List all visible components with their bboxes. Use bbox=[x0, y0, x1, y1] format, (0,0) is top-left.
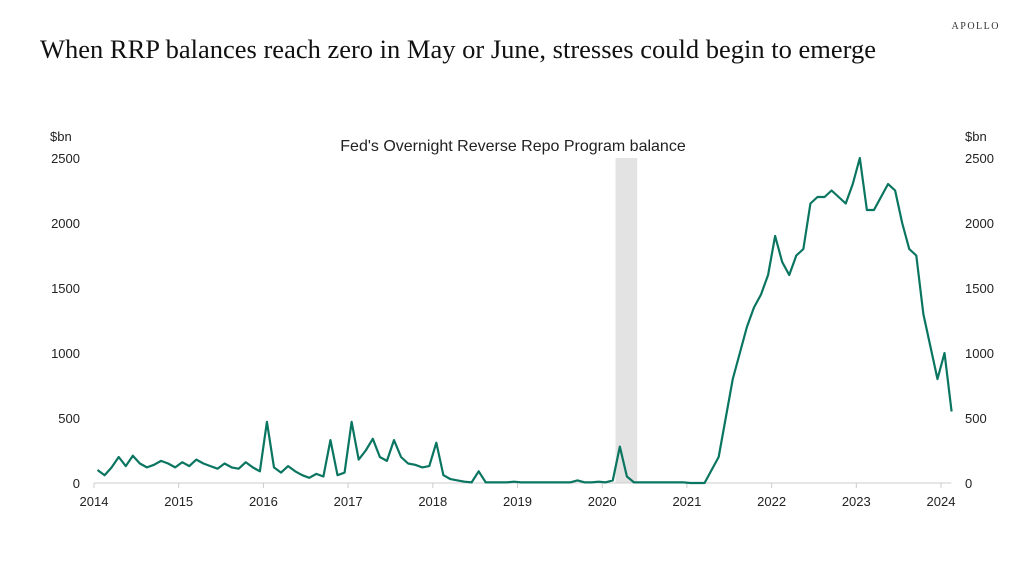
y-axis-label-right: $bn bbox=[965, 129, 987, 144]
x-tick-label: 2023 bbox=[842, 494, 871, 509]
series-line bbox=[96, 156, 953, 485]
y-tick-label-right: 500 bbox=[965, 411, 987, 426]
y-tick-label-left: 500 bbox=[58, 411, 80, 426]
y-tick-label-right: 1000 bbox=[965, 346, 994, 361]
x-tick-label: 2017 bbox=[334, 494, 363, 509]
y-tick-label-right: 2000 bbox=[965, 216, 994, 231]
x-tick-label: 2019 bbox=[503, 494, 532, 509]
x-tick-label: 2018 bbox=[418, 494, 447, 509]
y-tick-label-right: 0 bbox=[965, 476, 972, 491]
y-axis-label-left: $bn bbox=[50, 129, 72, 144]
chart-title: Fed's Overnight Reverse Repo Program bal… bbox=[340, 138, 686, 155]
y-tick-label-left: 1500 bbox=[51, 281, 80, 296]
x-tick-label: 2022 bbox=[757, 494, 786, 509]
x-tick-label: 2014 bbox=[80, 494, 109, 509]
shaded-period bbox=[615, 158, 638, 483]
y-tick-label-left: 2000 bbox=[51, 216, 80, 231]
y-tick-label-left: 1000 bbox=[51, 346, 80, 361]
page-title: When RRP balances reach zero in May or J… bbox=[40, 34, 876, 64]
y-tick-label-right: 1500 bbox=[965, 281, 994, 296]
x-tick-label: 2021 bbox=[672, 494, 701, 509]
y-tick-label-left: 0 bbox=[73, 476, 80, 491]
y-tick-label-left: 2500 bbox=[51, 151, 80, 166]
x-tick-label: 2015 bbox=[164, 494, 193, 509]
x-tick-label: 2016 bbox=[249, 494, 278, 509]
y-tick-label-right: 2500 bbox=[965, 151, 994, 166]
x-tick-label: 2024 bbox=[927, 494, 956, 509]
x-tick-label: 2020 bbox=[588, 494, 617, 509]
apollo-logo: APOLLO bbox=[951, 21, 1000, 32]
